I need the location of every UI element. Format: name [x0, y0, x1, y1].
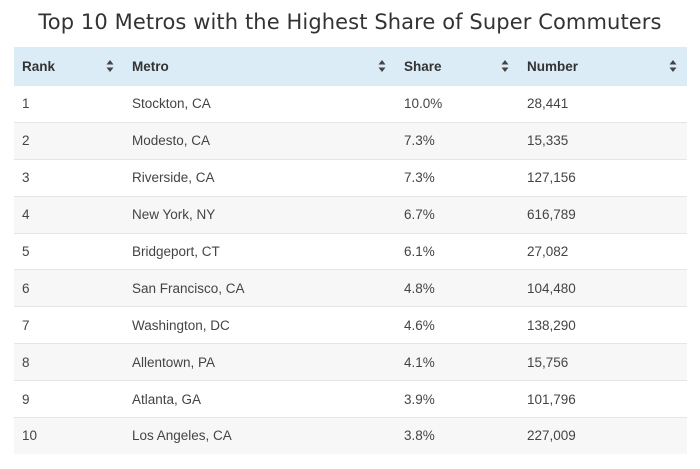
table-body: 1 Stockton, CA 10.0% 28,441 2 Modesto, CA 7.3%… — [14, 85, 687, 454]
cell-metro: New York, NY — [124, 195, 396, 234]
cell-share: 7.3% — [396, 158, 519, 197]
cell-number: 138,290 — [519, 306, 687, 344]
cell-share: 7.3% — [396, 121, 519, 160]
cell-metro: Atlanta, GA — [124, 380, 396, 418]
cell-number: 104,480 — [519, 269, 687, 307]
column-header-label: Number — [527, 58, 579, 74]
table-row: 7 Washington, DC 4.6% 138,290 — [14, 306, 687, 344]
column-header-label: Metro — [132, 58, 169, 74]
cell-number: 28,441 — [519, 85, 687, 123]
cell-metro: Washington, DC — [124, 306, 396, 344]
cell-number: 15,335 — [519, 121, 687, 160]
cell-number: 27,082 — [519, 232, 687, 270]
column-header-rank[interactable]: Rank — [14, 47, 124, 86]
cell-rank: 1 — [14, 85, 124, 123]
table-row: 4 New York, NY 6.7% 616,789 — [14, 195, 687, 234]
cell-share: 4.6% — [396, 306, 519, 344]
cell-metro: Allentown, PA — [124, 343, 396, 381]
table-row: 2 Modesto, CA 7.3% 15,335 — [14, 121, 687, 160]
table-row: 1 Stockton, CA 10.0% 28,441 — [14, 85, 687, 123]
sort-updown-icon[interactable] — [669, 58, 677, 74]
table-row: 5 Bridgeport, CT 6.1% 27,082 — [14, 232, 687, 270]
table-row: 6 San Francisco, CA 4.8% 104,480 — [14, 269, 687, 307]
metros-table: Rank Metro Share Number 1 Stockton, CA 10.… — [14, 47, 687, 454]
cell-metro: Riverside, CA — [124, 158, 396, 197]
cell-rank: 2 — [14, 121, 124, 160]
cell-number: 15,756 — [519, 343, 687, 381]
sort-updown-icon[interactable] — [501, 58, 509, 74]
cell-metro: San Francisco, CA — [124, 269, 396, 307]
cell-rank: 5 — [14, 232, 124, 270]
cell-metro: Bridgeport, CT — [124, 232, 396, 270]
table-header-row: Rank Metro Share Number — [14, 47, 687, 86]
cell-number: 227,009 — [519, 417, 687, 454]
column-header-metro[interactable]: Metro — [124, 47, 396, 86]
cell-share: 6.7% — [396, 195, 519, 234]
cell-share: 10.0% — [396, 85, 519, 123]
column-header-label: Share — [404, 58, 442, 74]
table-row: 9 Atlanta, GA 3.9% 101,796 — [14, 380, 687, 418]
column-header-share[interactable]: Share — [396, 47, 519, 86]
table-row: 8 Allentown, PA 4.1% 15,756 — [14, 343, 687, 381]
cell-rank: 7 — [14, 306, 124, 344]
cell-number: 616,789 — [519, 195, 687, 234]
cell-share: 6.1% — [396, 232, 519, 270]
cell-rank: 9 — [14, 380, 124, 418]
cell-rank: 3 — [14, 158, 124, 197]
cell-metro: Modesto, CA — [124, 121, 396, 160]
cell-rank: 8 — [14, 343, 124, 381]
cell-share: 3.9% — [396, 380, 519, 418]
table-row: 10 Los Angeles, CA 3.8% 227,009 — [14, 417, 687, 454]
cell-number: 127,156 — [519, 158, 687, 197]
cell-rank: 6 — [14, 269, 124, 307]
page-title: Top 10 Metros with the Highest Share of … — [38, 10, 662, 34]
cell-rank: 4 — [14, 195, 124, 234]
cell-share: 4.1% — [396, 343, 519, 381]
column-header-number[interactable]: Number — [519, 47, 687, 86]
table-row: 3 Riverside, CA 7.3% 127,156 — [14, 158, 687, 197]
cell-metro: Stockton, CA — [124, 85, 396, 123]
cell-number: 101,796 — [519, 380, 687, 418]
cell-rank: 10 — [14, 417, 124, 454]
cell-metro: Los Angeles, CA — [124, 417, 396, 454]
cell-share: 4.8% — [396, 269, 519, 307]
sort-updown-icon[interactable] — [106, 58, 114, 74]
sort-updown-icon[interactable] — [378, 58, 386, 74]
cell-share: 3.8% — [396, 417, 519, 454]
column-header-label: Rank — [22, 58, 56, 74]
